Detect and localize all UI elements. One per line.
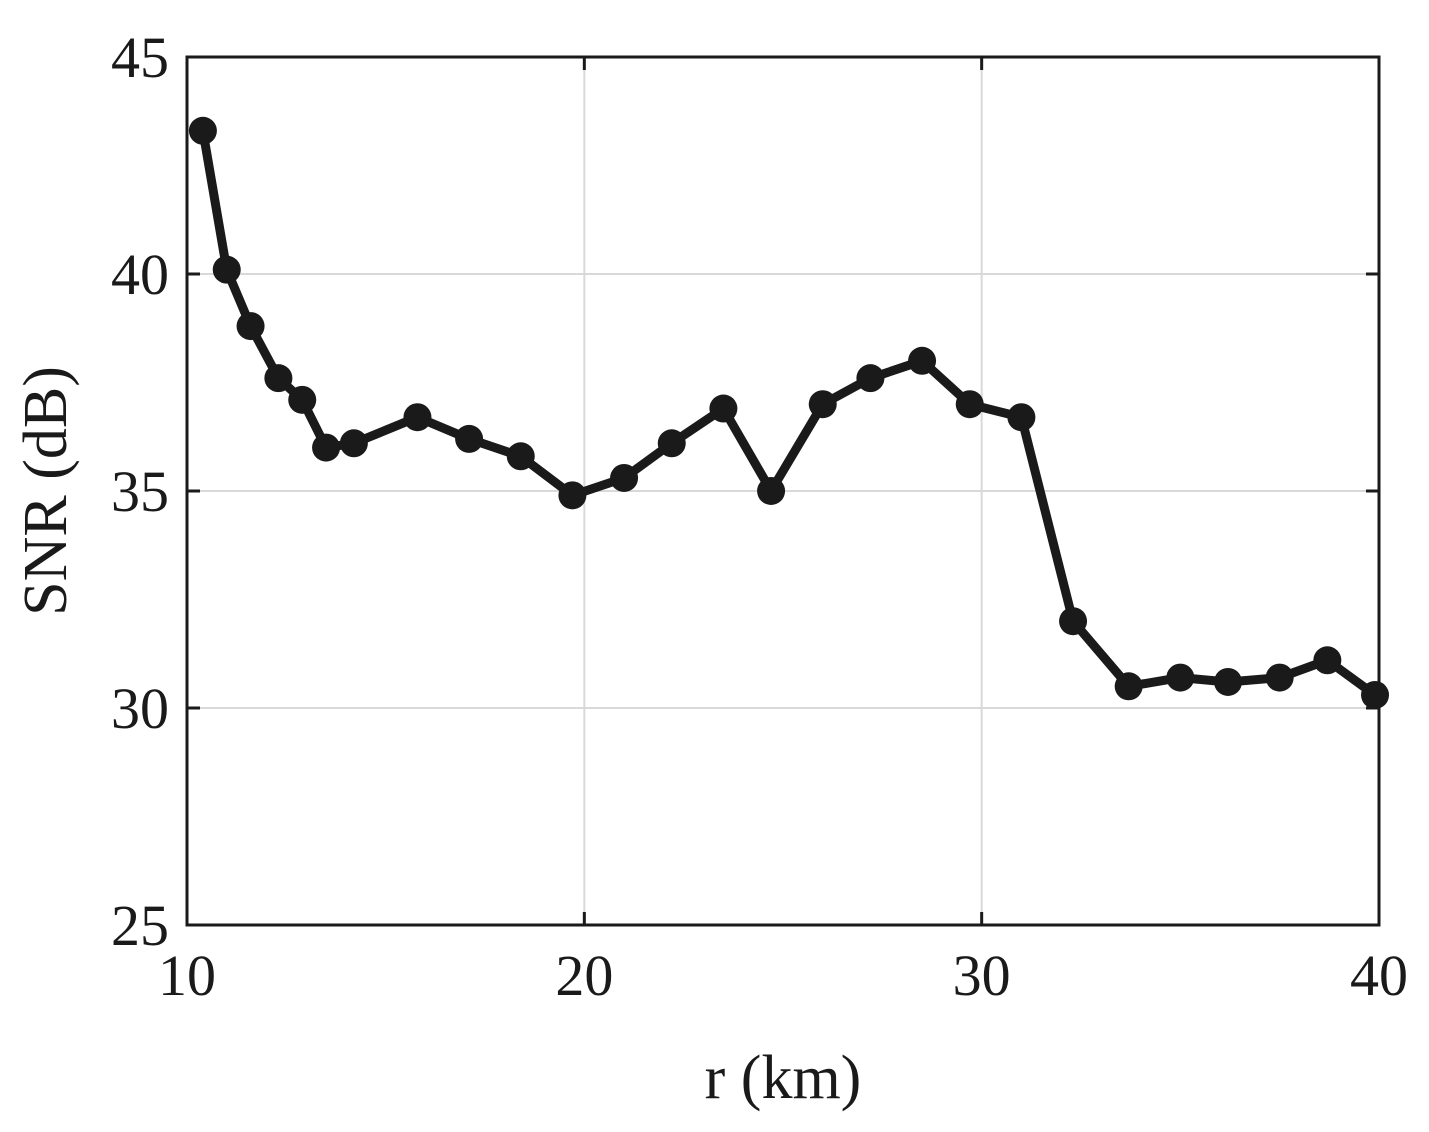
y-axis-label: SNR (dB) bbox=[12, 366, 80, 616]
data-point bbox=[1114, 672, 1143, 701]
data-point bbox=[339, 429, 368, 458]
y-tick-label: 30 bbox=[111, 676, 169, 741]
data-point bbox=[264, 364, 293, 393]
data-point bbox=[312, 433, 341, 462]
series-line bbox=[198, 126, 1380, 700]
data-point bbox=[188, 116, 217, 145]
y-tick-label: 35 bbox=[111, 459, 169, 524]
x-tick-label: 10 bbox=[158, 943, 216, 1008]
grid-lines bbox=[187, 57, 1379, 925]
y-tick-label: 25 bbox=[111, 893, 169, 958]
data-point bbox=[1166, 663, 1195, 692]
x-tick-label: 20 bbox=[555, 943, 613, 1008]
x-tick-label: 30 bbox=[953, 943, 1011, 1008]
data-point bbox=[908, 346, 937, 375]
data-point bbox=[455, 424, 484, 453]
data-point bbox=[506, 442, 535, 471]
y-tick-label: 45 bbox=[111, 25, 169, 90]
data-point bbox=[288, 385, 317, 414]
x-axis-label: r (km) bbox=[705, 1044, 862, 1112]
y-tick-labels: 25 30 35 40 45 bbox=[111, 25, 169, 958]
data-point bbox=[657, 429, 686, 458]
data-point bbox=[808, 390, 837, 419]
data-point bbox=[212, 255, 241, 284]
data-series bbox=[188, 116, 1390, 709]
data-point bbox=[558, 481, 587, 510]
data-point bbox=[856, 364, 885, 393]
data-point bbox=[1059, 607, 1088, 636]
y-tick-label: 40 bbox=[111, 242, 169, 307]
data-point bbox=[1214, 667, 1243, 696]
x-tick-label: 40 bbox=[1350, 943, 1408, 1008]
data-point bbox=[709, 394, 738, 423]
data-point bbox=[757, 477, 786, 505]
data-point bbox=[403, 403, 432, 432]
data-point bbox=[1313, 646, 1342, 675]
x-tick-labels: 10 20 30 40 bbox=[158, 943, 1408, 1008]
plot-frame bbox=[185, 55, 1381, 927]
data-point bbox=[236, 312, 265, 341]
data-point bbox=[1265, 663, 1294, 692]
data-point bbox=[1361, 680, 1390, 709]
data-point bbox=[955, 390, 984, 419]
data-point bbox=[610, 463, 639, 492]
data-point bbox=[1007, 403, 1036, 432]
